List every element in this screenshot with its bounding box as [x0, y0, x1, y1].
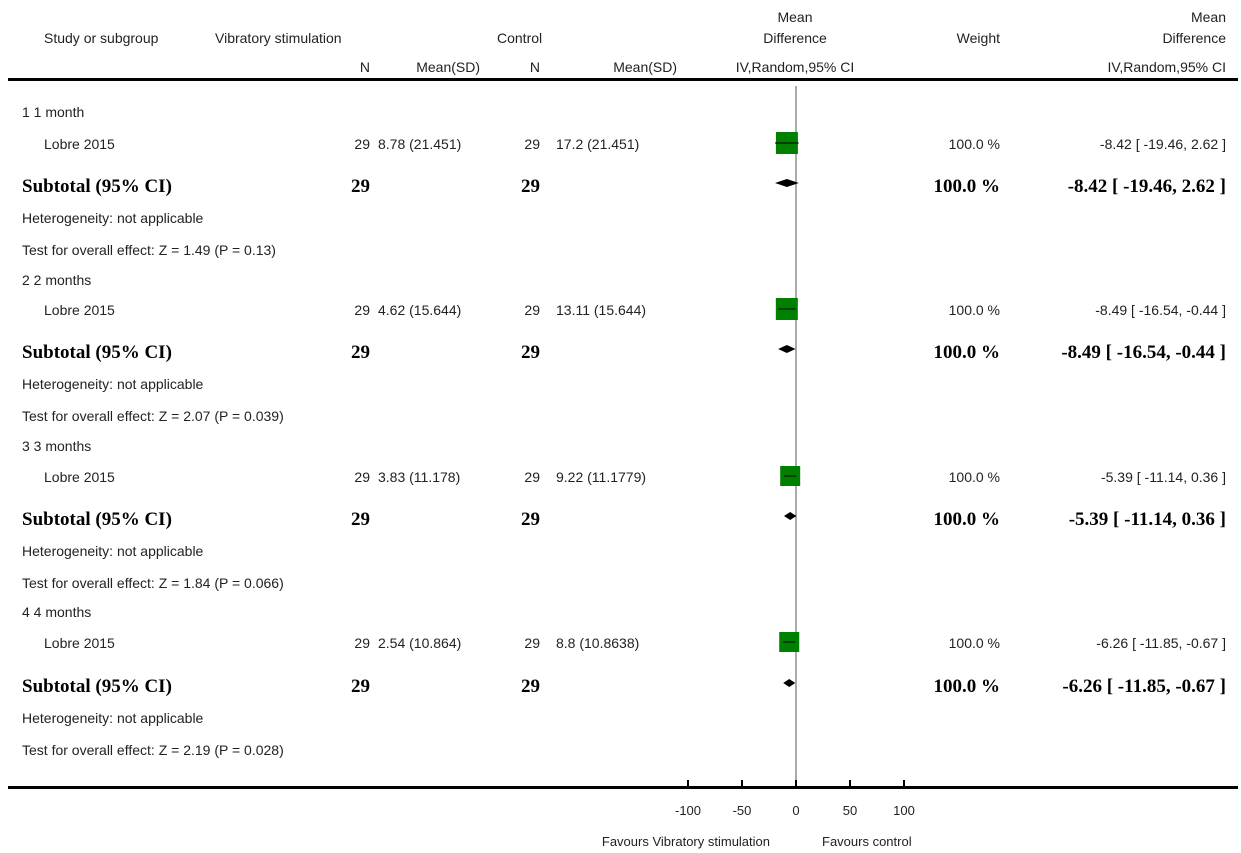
header-md2-line1: Mean: [1190, 9, 1226, 25]
study-n1: 29: [354, 635, 370, 651]
x-tick-label: 100: [893, 803, 915, 818]
study-ci: -8.42 [ -19.46, 2.62 ]: [1099, 136, 1226, 152]
subtotal-weight: 100.0 %: [933, 509, 1001, 530]
favours-right-label: Favours control: [822, 834, 912, 849]
favours-left-label: Favours Vibratory stimulation: [602, 834, 770, 849]
header-study: Study or subgroup: [44, 30, 159, 46]
study-mean-sd2: 8.8 (10.8638): [556, 635, 640, 651]
subtotal-n2: 29: [521, 176, 540, 197]
subtotal-weight: 100.0 %: [933, 676, 1001, 697]
subtotal-n1: 29: [351, 509, 370, 530]
subtotal-weight: 100.0 %: [933, 342, 1001, 363]
study-mean-sd1: 4.62 (15.644): [378, 302, 462, 318]
study-weight: 100.0 %: [948, 469, 1000, 485]
subtotal-ci: -6.26 [ -11.85, -0.67 ]: [1062, 676, 1226, 697]
header-md-method: IV,Random,95% CI: [735, 59, 855, 75]
study-n1: 29: [354, 302, 370, 318]
study-mean-sd1: 8.78 (21.451): [378, 136, 462, 152]
heterogeneity-text: Heterogeneity: not applicable: [22, 543, 204, 559]
subtotal-n2: 29: [521, 676, 540, 697]
subtotal-label: Subtotal (95% CI): [22, 509, 172, 530]
subtotal-n1: 29: [351, 342, 370, 363]
x-tick-label: 0: [792, 803, 799, 818]
subtotal-diamond: [778, 345, 796, 353]
study-name: Lobre 2015: [44, 469, 115, 485]
footer-rule: [8, 786, 1238, 789]
x-axis-ticks: -100 -50 0 50 100: [675, 780, 915, 818]
subtotal-weight: 100.0 %: [933, 176, 1001, 197]
study-name: Lobre 2015: [44, 136, 115, 152]
overall-effect-text: Test for overall effect: Z = 1.84 (P = 0…: [22, 575, 284, 591]
study-weight: 100.0 %: [948, 136, 1000, 152]
heterogeneity-text: Heterogeneity: not applicable: [22, 376, 204, 392]
header-n1: N: [359, 59, 370, 75]
subtotal-diamond: [783, 512, 797, 520]
study-n1: 29: [354, 136, 370, 152]
header-group1: Vibratory stimulation: [215, 30, 342, 46]
study-mean-sd2: 17.2 (21.451): [556, 136, 640, 152]
study-name: Lobre 2015: [44, 635, 115, 651]
subtotal-ci: -8.42 [ -19.46, 2.62 ]: [1067, 176, 1226, 197]
header-md-line2: Difference: [763, 30, 827, 46]
study-n1: 29: [354, 469, 370, 485]
study-ci: -5.39 [ -11.14, 0.36 ]: [1100, 469, 1226, 485]
study-n2: 29: [524, 302, 540, 318]
subtotal-ci: -5.39 [ -11.14, 0.36 ]: [1068, 509, 1226, 530]
study-mean-sd1: 2.54 (10.864): [378, 635, 462, 651]
subgroup-title: 2 2 months: [22, 272, 92, 288]
x-tick-label: 50: [843, 803, 857, 818]
subtotal-n1: 29: [351, 676, 370, 697]
heterogeneity-text: Heterogeneity: not applicable: [22, 710, 204, 726]
subtotal-diamond: [774, 179, 799, 187]
study-marks: [774, 132, 801, 687]
study-n2: 29: [524, 469, 540, 485]
header-weight: Weight: [956, 30, 1000, 46]
overall-effect-text: Test for overall effect: Z = 2.07 (P = 0…: [22, 408, 284, 424]
header-rule: [8, 78, 1238, 81]
header-mean-sd2: Mean(SD): [613, 59, 677, 75]
header-group2: Control: [497, 30, 543, 46]
subtotal-n1: 29: [351, 176, 370, 197]
subgroup-title: 4 4 months: [22, 604, 92, 620]
study-mean-sd2: 13.11 (15.644): [556, 302, 647, 318]
subtotal-diamond: [783, 679, 796, 687]
subtotal-ci: -8.49 [ -16.54, -0.44 ]: [1061, 342, 1226, 363]
study-n2: 29: [524, 136, 540, 152]
study-name: Lobre 2015: [44, 302, 115, 318]
subtotal-label: Subtotal (95% CI): [22, 176, 172, 197]
x-tick-label: -100: [675, 803, 701, 818]
study-weight: 100.0 %: [948, 302, 1000, 318]
heterogeneity-text: Heterogeneity: not applicable: [22, 210, 204, 226]
x-tick-label: -50: [733, 803, 752, 818]
study-weight: 100.0 %: [948, 635, 1000, 651]
study-n2: 29: [524, 635, 540, 651]
study-mean-sd1: 3.83 (11.178): [378, 469, 461, 485]
overall-effect-text: Test for overall effect: Z = 1.49 (P = 0…: [22, 242, 276, 258]
subtotal-n2: 29: [521, 342, 540, 363]
header-md-line1: Mean: [777, 9, 813, 25]
subtotal-label: Subtotal (95% CI): [22, 676, 172, 697]
header-md2-method: IV,Random,95% CI: [1107, 59, 1226, 75]
header-md2-line2: Difference: [1162, 30, 1226, 46]
study-ci: -6.26 [ -11.85, -0.67 ]: [1096, 635, 1226, 651]
subgroup-title: 3 3 months: [22, 438, 92, 454]
subtotal-n2: 29: [521, 509, 540, 530]
subtotal-label: Subtotal (95% CI): [22, 342, 172, 363]
subgroup-title: 1 1 month: [22, 104, 85, 120]
header-mean-sd1: Mean(SD): [416, 59, 480, 75]
study-mean-sd2: 9.22 (11.1779): [556, 469, 647, 485]
overall-effect-text: Test for overall effect: Z = 2.19 (P = 0…: [22, 742, 284, 758]
header-n2: N: [529, 59, 540, 75]
study-ci: -8.49 [ -16.54, -0.44 ]: [1095, 302, 1226, 318]
